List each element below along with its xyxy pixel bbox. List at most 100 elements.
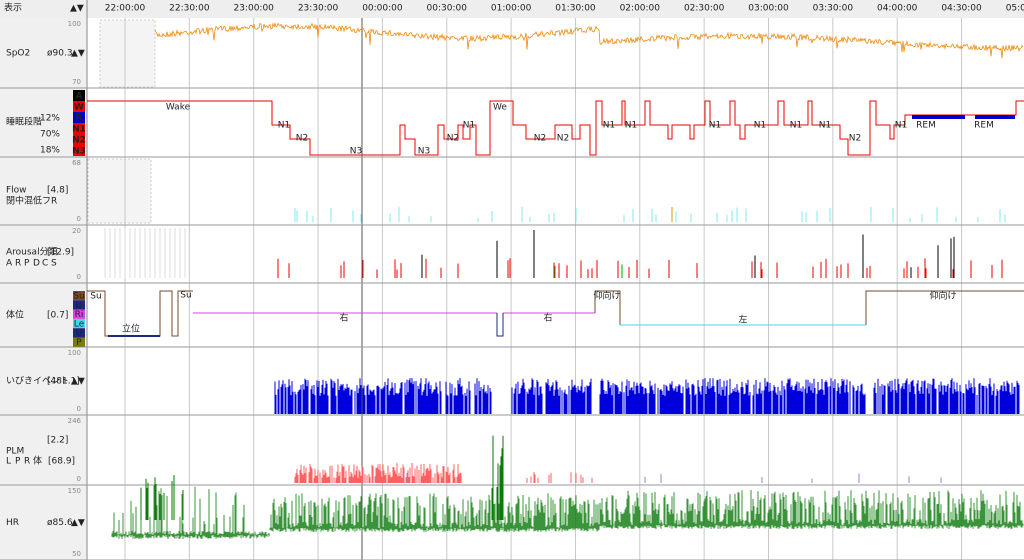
plm-event [526, 472, 593, 483]
position-event: 右 [543, 312, 552, 324]
sort-arrows[interactable]: ▲▼ [70, 4, 84, 14]
stage-key [73, 123, 85, 134]
flow-event [294, 206, 1006, 222]
stage-event: N1 [790, 121, 802, 131]
channel-stat: ø90.3 [47, 49, 73, 59]
time-label: 23:30:00 [298, 4, 339, 14]
type-letter: P [15, 457, 21, 467]
stage-event: N2 [534, 134, 546, 144]
position-key [73, 328, 85, 338]
scale-bottom: 0 [77, 273, 81, 281]
type-letter: 閉 [6, 196, 15, 207]
stage-key-label: N1 [72, 125, 86, 135]
type-letter: R [51, 197, 57, 207]
position-key [73, 318, 85, 329]
scale-bottom: 50 [72, 550, 81, 558]
time-label: 03:30:00 [813, 4, 854, 14]
channel-label: 体位 [6, 309, 24, 321]
position-event: Su [180, 291, 191, 301]
left-panel [0, 0, 87, 560]
stage-event: N3 [350, 147, 362, 157]
snore-event [599, 378, 866, 414]
channel-label: いびきイベント [6, 376, 69, 387]
position-event: 右 [339, 312, 348, 324]
arousal-event [554, 264, 623, 278]
time-label: 04:00:00 [877, 4, 918, 14]
stage-event: REM [916, 121, 936, 131]
stage-event: REM [974, 121, 994, 131]
type-letter: R [15, 259, 21, 269]
stage-event: Wake [166, 103, 191, 113]
stage-key [73, 90, 85, 101]
position-key-label: P [76, 338, 82, 348]
plm-event [294, 463, 462, 483]
scale-bottom: 70 [72, 78, 81, 86]
stage-event: We [493, 103, 507, 113]
channel-stat: ø85.6 [47, 518, 73, 528]
stage-event: N2 [447, 134, 459, 144]
plm-stat2: [68.9] [48, 457, 75, 467]
position-key-label: U [76, 301, 83, 311]
channel-stat: [12.9] [47, 248, 74, 258]
plm-event [374, 473, 942, 483]
time-label: 00:00:00 [362, 4, 403, 14]
hr-trace [111, 485, 1024, 539]
hypnogram [87, 100, 1024, 156]
scale-bottom: 0 [77, 475, 81, 483]
position-trace [594, 290, 1024, 325]
scale-top: 100 [68, 20, 81, 28]
type-letter: A [6, 259, 13, 269]
snore-event [511, 378, 592, 414]
stage-key [73, 145, 85, 156]
stage-key-label: N2 [72, 136, 86, 146]
time-label: 01:00:00 [491, 4, 532, 14]
channel-arrows[interactable]: ▲▼ [71, 518, 85, 528]
time-label: 05:00:00 [1006, 4, 1024, 14]
channel-label: HR [6, 518, 19, 528]
time-label: 04:30:00 [941, 4, 982, 14]
scale-top: 20 [72, 227, 81, 235]
channel-stat: [0.7] [47, 311, 68, 321]
stage-event: N2 [557, 134, 569, 144]
position-event: 仰向け [593, 290, 620, 302]
time-label: 00:30:00 [427, 4, 468, 14]
type-letter: L [6, 457, 11, 467]
channel-label: 睡眠段階 [6, 116, 42, 128]
scale-bottom: 0 [77, 215, 81, 223]
stage-key-label: R [76, 114, 83, 124]
channel-stat: [481.1] [47, 377, 80, 387]
position-event: 左 [738, 314, 747, 326]
stage-percent: 18% [40, 146, 60, 156]
channel-stat: [4.8] [47, 186, 68, 196]
snore-event [873, 378, 1020, 414]
position-key [73, 309, 85, 319]
channel-arrows[interactable]: ▲▼ [71, 49, 85, 59]
channel-arrows[interactable]: ▲▼ [71, 377, 85, 387]
stage-key [73, 112, 85, 123]
position-key [73, 300, 85, 310]
channel-label: Flow [6, 186, 27, 196]
stage-event: N2 [849, 134, 861, 144]
stage-key-label: A [76, 92, 83, 102]
snore-event [274, 378, 492, 414]
stage-percent: 70% [40, 130, 60, 140]
channel-label: Arousal分類 [6, 247, 58, 258]
stage-event: N3 [418, 147, 430, 157]
type-letter: S [51, 259, 57, 269]
position-trace [496, 313, 504, 337]
position-trace [87, 290, 193, 337]
channel-label: PLM [6, 447, 24, 457]
masked-area [99, 19, 156, 88]
menu-label[interactable]: 表示 [4, 2, 22, 14]
spo2-trace [154, 22, 1024, 59]
stage-event: N1 [625, 121, 637, 131]
stage-event: N1 [819, 121, 831, 131]
stage-event: N1 [709, 121, 721, 131]
time-label: 01:30:00 [555, 4, 596, 14]
scale-top: 246 [68, 417, 82, 425]
stage-key-label: W [74, 103, 84, 113]
stage-event: N1 [895, 121, 907, 131]
position-key [73, 291, 85, 301]
type-letter: R [24, 457, 30, 467]
arousal-event [421, 230, 955, 278]
